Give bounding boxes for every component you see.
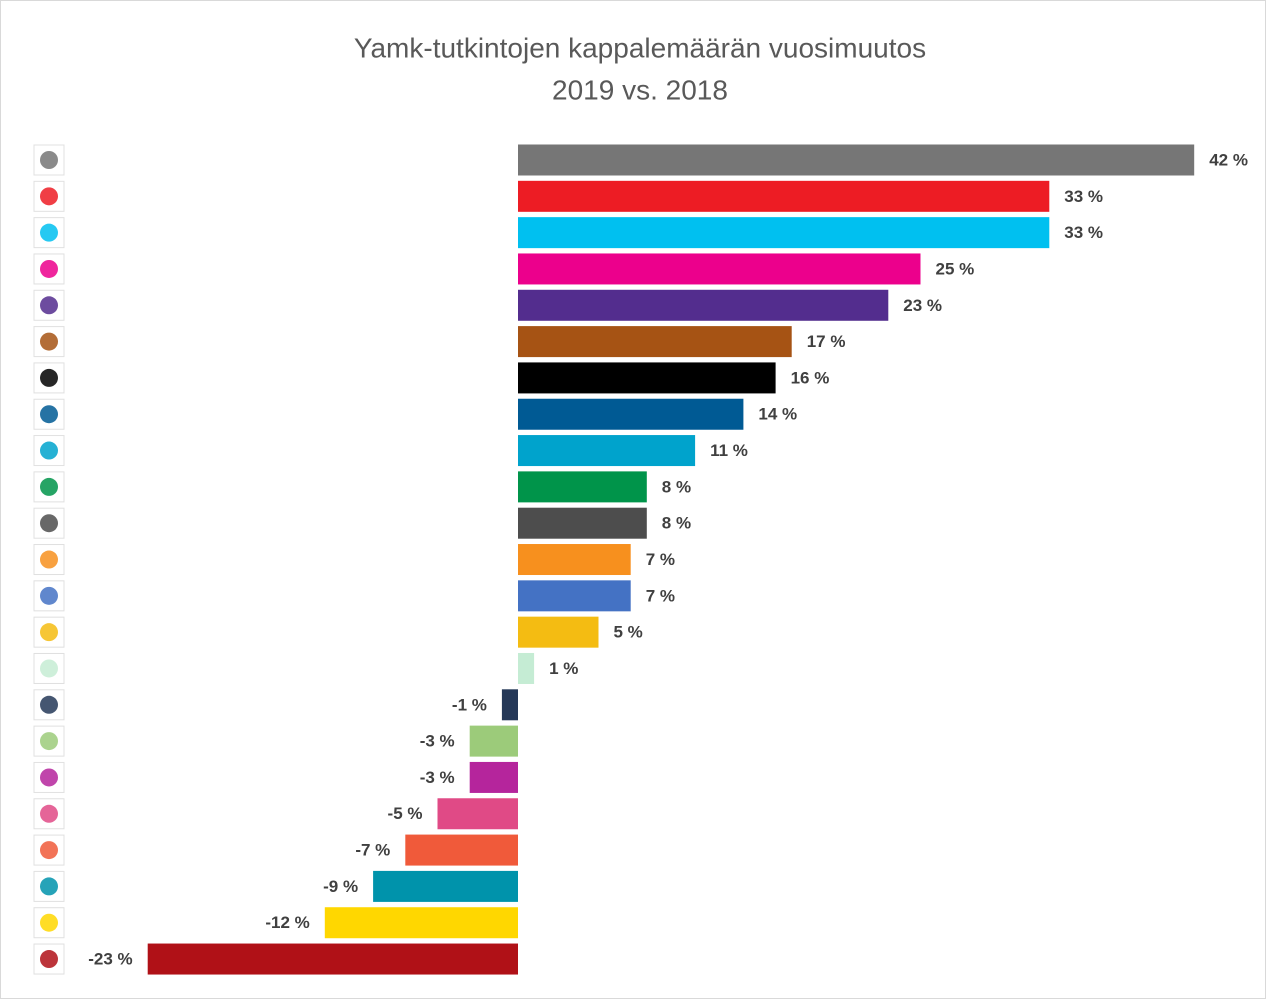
bar xyxy=(373,870,518,902)
bar xyxy=(518,362,776,394)
logo-mark xyxy=(40,259,58,278)
logo xyxy=(33,580,65,612)
bar xyxy=(518,544,631,576)
value-label: -1 % xyxy=(452,695,487,714)
value-label: 33 % xyxy=(1064,223,1103,242)
bar xyxy=(518,435,696,467)
value-label: -3 % xyxy=(420,768,455,787)
bar xyxy=(518,326,792,358)
bar xyxy=(147,943,518,975)
bar xyxy=(518,253,921,285)
bar xyxy=(437,798,518,830)
logo-mark xyxy=(40,514,58,533)
bar xyxy=(405,834,518,866)
logo-mark xyxy=(40,586,58,605)
logo-mark xyxy=(40,151,58,169)
logo xyxy=(33,616,65,648)
logo-mark xyxy=(40,913,58,932)
logo-mark xyxy=(40,950,58,969)
chart-title: Yamk-tutkintojen kappalemäärän vuosimuut… xyxy=(354,32,926,63)
value-label: 11 % xyxy=(710,441,748,460)
value-label: 7 % xyxy=(646,586,675,605)
logo-mark xyxy=(40,804,58,823)
logo-mark xyxy=(40,841,58,860)
logo-mark xyxy=(40,732,58,751)
value-label: 17 % xyxy=(807,332,846,351)
bar xyxy=(518,180,1050,212)
bar xyxy=(469,725,518,757)
bar xyxy=(518,616,599,648)
value-label: 8 % xyxy=(662,477,691,496)
bar xyxy=(518,471,647,503)
logo-mark xyxy=(40,623,58,642)
logo-mark xyxy=(40,659,58,678)
bar xyxy=(324,907,518,939)
bar xyxy=(518,289,889,321)
value-label: 33 % xyxy=(1064,187,1103,206)
value-label: 42 % xyxy=(1209,150,1248,169)
value-label: -23 % xyxy=(88,950,132,969)
bar xyxy=(469,761,518,793)
logo-mark xyxy=(40,550,58,569)
value-label: 5 % xyxy=(614,623,643,642)
value-label: -3 % xyxy=(420,732,455,751)
value-label: 14 % xyxy=(758,405,797,424)
value-label: -5 % xyxy=(388,804,423,823)
logo-mark xyxy=(40,187,58,206)
logo-mark xyxy=(40,332,58,351)
logo-mark xyxy=(40,223,58,242)
logo xyxy=(33,870,65,902)
value-label: 8 % xyxy=(662,514,691,533)
logo-mark xyxy=(40,695,58,714)
logo xyxy=(33,362,65,394)
bar xyxy=(518,217,1050,249)
logo-mark xyxy=(40,368,58,387)
value-label: 23 % xyxy=(903,296,942,315)
logo-mark xyxy=(40,877,58,896)
logo-mark xyxy=(40,768,58,787)
value-label: 16 % xyxy=(791,368,830,387)
bar xyxy=(518,652,535,684)
logo-mark xyxy=(40,405,58,424)
value-label: -7 % xyxy=(355,841,390,860)
bar xyxy=(518,580,631,612)
value-label: 1 % xyxy=(549,659,578,678)
logo-mark xyxy=(40,296,58,315)
bar xyxy=(518,144,1195,176)
bar xyxy=(518,398,744,430)
logo-mark xyxy=(40,477,58,496)
value-label: 7 % xyxy=(646,550,675,569)
bar xyxy=(501,689,518,721)
value-label: 25 % xyxy=(936,259,975,278)
chart-subtitle: 2019 vs. 2018 xyxy=(552,74,728,105)
value-label: -12 % xyxy=(265,913,309,932)
bar xyxy=(518,507,647,539)
logo-mark xyxy=(40,441,58,460)
value-label: -9 % xyxy=(323,877,358,896)
